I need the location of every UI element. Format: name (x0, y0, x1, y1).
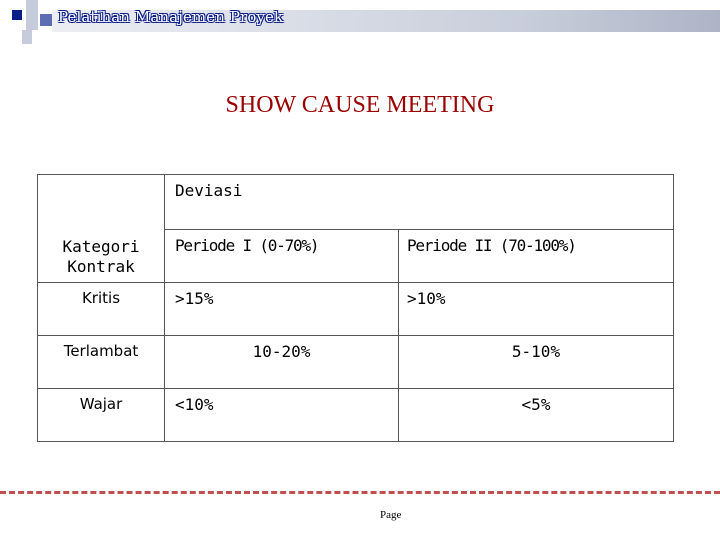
terlambat-label: Terlambat (63, 342, 139, 360)
wajar-p1-cell: <10% (164, 388, 399, 442)
terlambat-cell: Terlambat (37, 335, 165, 389)
header-square-light-small (22, 30, 32, 44)
empty-corner-cell (37, 174, 165, 230)
periode2-header: Periode II (70-100%) (407, 236, 577, 255)
deviasi-header-cell: Deviasi (164, 174, 674, 230)
footer-dashed-line (0, 491, 720, 494)
wajar-p2-cell: <5% (398, 388, 674, 442)
kritis-p1-value: >15% (175, 289, 214, 308)
deviation-table: Deviasi Kategori Kontrak Periode I (0-70… (37, 174, 674, 442)
wajar-p1-value: <10% (175, 395, 214, 414)
header-square-dark (12, 10, 22, 20)
kritis-p1-cell: >15% (164, 282, 399, 336)
kritis-p2-cell: >10% (398, 282, 674, 336)
kategori-cell: Kategori Kontrak (37, 229, 165, 283)
terlambat-p1-value: 10-20% (252, 342, 311, 361)
periode1-header: Periode I (0-70%) (175, 236, 320, 255)
terlambat-p1-cell: 10-20% (164, 335, 399, 389)
terlambat-p2-value: 5-10% (511, 342, 561, 361)
kritis-p2-value: >10% (407, 289, 446, 308)
wajar-label: Wajar (79, 395, 123, 413)
header-square-mid (40, 14, 52, 26)
wajar-cell: Wajar (37, 388, 165, 442)
page-label: Page (380, 509, 402, 521)
wajar-p2-value: <5% (521, 395, 551, 414)
kritis-label: Kritis (81, 289, 121, 307)
deviasi-header: Deviasi (175, 181, 243, 200)
slide-title: SHOW CAUSE MEETING (225, 92, 495, 118)
header-title: Pelatihan Manajemen Proyek (58, 8, 284, 26)
periode2-header-cell: Periode II (70-100%) (398, 229, 674, 283)
kritis-cell: Kritis (37, 282, 165, 336)
kategori-label: Kategori Kontrak (62, 237, 140, 276)
periode1-header-cell: Periode I (0-70%) (164, 229, 399, 283)
terlambat-p2-cell: 5-10% (398, 335, 674, 389)
header-square-light (26, 0, 38, 30)
header-bar (52, 10, 720, 32)
